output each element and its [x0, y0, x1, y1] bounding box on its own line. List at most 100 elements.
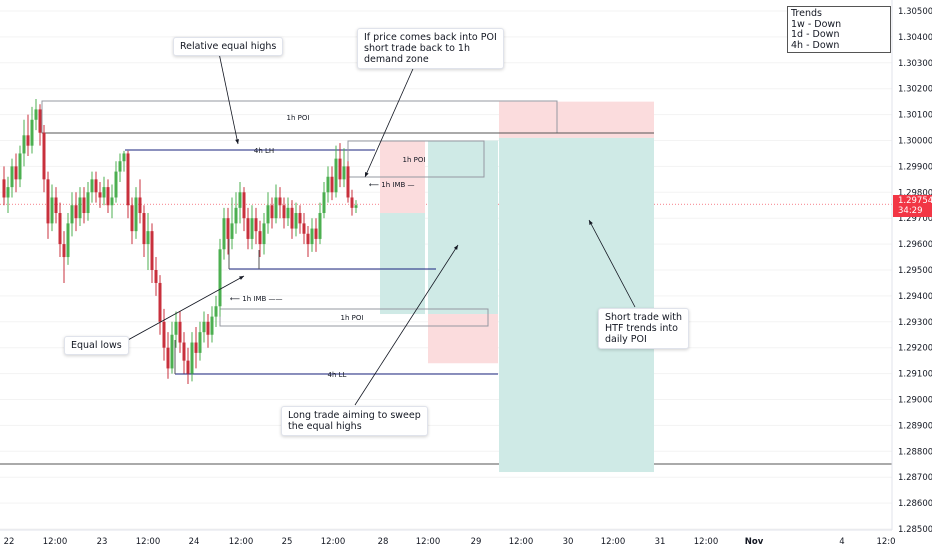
candle-body: [58, 213, 62, 245]
candle-body: [98, 192, 102, 198]
poi-1h-top-label: 1h POI: [287, 114, 310, 122]
candle-body: [202, 321, 206, 333]
time-tick: 31: [655, 537, 666, 547]
candle-body: [250, 218, 254, 239]
annotation-arrows: [116, 52, 636, 406]
candle-body: [234, 207, 238, 224]
candle-body: [122, 153, 126, 162]
candle-body: [70, 205, 74, 224]
candle-body: [150, 231, 154, 270]
candle-body: [214, 306, 218, 317]
time-tick: 12:00: [509, 537, 534, 547]
candle-body: [346, 166, 350, 198]
trends-title: Trends: [791, 8, 822, 19]
candle-body: [2, 179, 6, 198]
candle-body: [10, 166, 14, 188]
candle-body: [90, 179, 94, 193]
price-tick: 1.28700: [898, 473, 932, 483]
price-tick: 1.28900: [898, 421, 932, 431]
candle-body: [38, 109, 42, 133]
arrow-poi-note: [364, 61, 417, 178]
candle-body: [350, 197, 354, 208]
candle-body: [142, 213, 146, 245]
candle-body: [258, 231, 262, 245]
candle-body: [78, 197, 82, 219]
candle-body: [126, 153, 130, 206]
candle-body: [342, 166, 346, 180]
short-target-zone: [499, 137, 654, 473]
poi-box-1h-low: [219, 308, 489, 327]
time-axis[interactable]: 22 12:00 23 12:00 24 12:00 25 12:00 28 12:00 29 12:…: [0, 529, 896, 547]
candle-body: [238, 192, 242, 208]
candle-body: [262, 223, 266, 245]
candle-body: [82, 197, 86, 214]
candle-body: [242, 192, 246, 219]
candle-body: [110, 197, 114, 206]
time-tick: 29: [471, 537, 482, 547]
level-4h-lh-label: 4h LH: [254, 147, 274, 155]
candle-body: [298, 213, 302, 224]
price-tick: 1.29900: [898, 162, 932, 172]
candle-body: [290, 207, 294, 229]
candle-body: [286, 207, 290, 219]
time-tick: 12:00: [229, 537, 254, 547]
time-tick: Nov: [745, 537, 764, 547]
time-tick: 25: [282, 537, 293, 547]
price-tick: 1.28800: [898, 447, 932, 457]
time-tick: 28: [378, 537, 389, 547]
candle-body: [86, 192, 90, 214]
poi-note[interactable]: If price comes back into POI short trade…: [357, 28, 504, 69]
price-tick: 1.29100: [898, 370, 932, 380]
candle-body: [186, 360, 190, 374]
trend-4h: 4h - Down: [791, 39, 840, 51]
candle-body: [146, 231, 150, 245]
price-tick: 1.30200: [898, 85, 932, 95]
trend-daily: 1d - Down: [791, 29, 840, 40]
candle-body: [22, 135, 26, 154]
long-trade-note[interactable]: Long trade aiming to sweep the equal hig…: [281, 406, 428, 436]
price-tick: 1.30300: [898, 59, 932, 69]
candle-body: [246, 218, 250, 239]
relative-equal-highs-note[interactable]: Relative equal highs: [173, 37, 284, 56]
long-target-zone-2: [428, 140, 498, 315]
imb-1h-lower-label: ⟵ 1h IMB ——: [230, 295, 283, 303]
candle-body: [46, 179, 50, 224]
arrow-long-trade-head: [453, 245, 458, 250]
candle-body: [190, 342, 194, 374]
candle-body: [282, 205, 286, 219]
candle-body: [170, 334, 174, 369]
long-stop-zone: [428, 314, 498, 364]
candle-body: [114, 171, 118, 198]
price-tick: 1.30000: [898, 137, 932, 147]
candle-body: [6, 187, 10, 198]
price-tick: 1.28600: [898, 499, 932, 509]
candle-body: [222, 218, 226, 250]
candle-body: [314, 228, 318, 239]
candle-body: [174, 321, 178, 335]
candle-body: [178, 321, 182, 343]
price-axis[interactable]: 1.30500 1.30400 1.30300 1.30200 1.30100 1.300…: [891, 0, 932, 535]
candle-body: [42, 132, 46, 180]
price-tick: 1.30500: [898, 7, 932, 17]
candle-body: [62, 244, 66, 258]
price-tick: 1.29600: [898, 240, 932, 250]
short-trade-note[interactable]: Short trade with HTF trends into daily P…: [598, 308, 690, 349]
candle-body: [74, 205, 78, 219]
time-tick: 30: [563, 537, 574, 547]
price-tick: 1.29400: [898, 292, 932, 302]
candle-body: [230, 223, 234, 239]
candle-body: [266, 205, 270, 224]
time-tick: 22: [4, 537, 15, 547]
arrow-short-trade: [588, 219, 636, 308]
arrow-long-trade: [354, 244, 459, 406]
candle-body: [182, 342, 186, 361]
candle-countdown: 34:29: [898, 206, 923, 216]
candle-body: [318, 213, 322, 239]
candle-body: [218, 249, 222, 307]
equal-lows-note[interactable]: Equal lows: [64, 336, 129, 355]
arrow-relative-highs-head: [235, 139, 239, 144]
candle-body: [210, 316, 214, 335]
candle-body: [194, 342, 198, 353]
trends-box[interactable]: Trends 1w - Down 1d - Down 4h - Down: [787, 6, 891, 53]
